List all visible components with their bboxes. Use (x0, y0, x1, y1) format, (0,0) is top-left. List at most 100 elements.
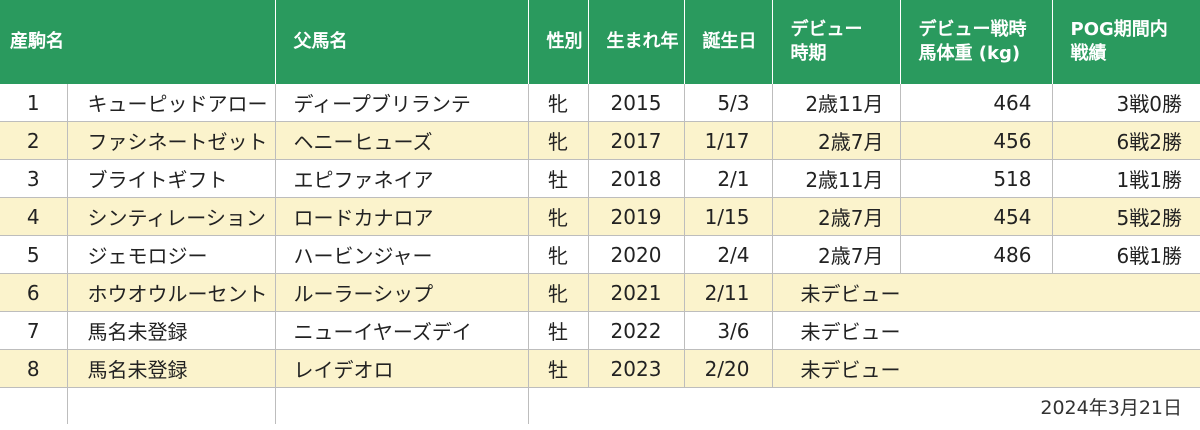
foal-name: ブライトギフト (67, 159, 276, 198)
sire-name: レイデオロ (275, 349, 529, 388)
pog-record: 5戦2勝 (1052, 197, 1200, 236)
row-number: 2 (0, 121, 68, 160)
row-number: 6 (0, 273, 68, 312)
debut-period: 2歳7月 (772, 235, 901, 274)
debut-weight: 518 (900, 159, 1053, 198)
header-sire-name: 父馬名 (275, 0, 529, 84)
empty-cell (275, 387, 529, 424)
row-number: 5 (0, 235, 68, 274)
header-pog-record-line1: POG期間内 (1070, 19, 1168, 40)
debut-status: 未デビュー (772, 273, 1200, 312)
debut-period: 2歳11月 (772, 159, 901, 198)
birth-year: 2019 (588, 197, 685, 236)
empty-cell (67, 387, 276, 424)
foal-name: 馬名未登録 (67, 349, 276, 388)
header-debut-period-line1: デビュー (790, 19, 863, 40)
pog-record: 6戦2勝 (1052, 121, 1200, 160)
table-row: 2 ファシネートゼット ヘニーヒューズ 牝 2017 1/17 2歳7月 456… (0, 121, 1200, 160)
birth-year: 2018 (588, 159, 685, 198)
foal-name: ファシネートゼット (67, 121, 276, 160)
birthday: 5/3 (684, 84, 773, 122)
table-row: 6 ホウオウルーセント ルーラーシップ 牝 2021 2/11 未デビュー (0, 273, 1200, 312)
sex: 牝 (528, 273, 589, 312)
sire-name: ディープブリランテ (275, 84, 529, 122)
pog-record: 3戦0勝 (1052, 84, 1200, 122)
table-row: 8 馬名未登録 レイデオロ 牡 2023 2/20 未デビュー (0, 349, 1200, 388)
birth-year: 2020 (588, 235, 685, 274)
sex: 牝 (528, 235, 589, 274)
birth-year: 2017 (588, 121, 685, 160)
update-date: 2024年3月21日 (1040, 396, 1182, 419)
foal-name: シンティレーション (67, 197, 276, 236)
sire-name: ロードカナロア (275, 197, 529, 236)
foal-name: キューピッドアロー (67, 84, 276, 122)
sex: 牡 (528, 349, 589, 388)
header-sex: 性別 (528, 0, 589, 84)
sex: 牡 (528, 159, 589, 198)
sire-name: ルーラーシップ (275, 273, 529, 312)
debut-period: 2歳7月 (772, 197, 901, 236)
sex: 牡 (528, 311, 589, 350)
header-debut-weight-line2: 馬体重 (kg) (918, 43, 1021, 64)
header-foal-name: 産駒名 (0, 0, 276, 84)
sex: 牝 (528, 121, 589, 160)
header-foal-name-text: 産駒名 (10, 31, 64, 52)
sire-name: ニューイヤーズデイ (275, 311, 529, 350)
row-number: 3 (0, 159, 68, 198)
debut-weight: 456 (900, 121, 1053, 160)
footer-row: 2024年3月21日 (0, 387, 1200, 424)
header-sex-text: 性別 (546, 31, 583, 52)
table-body: 1 キューピッドアロー ディープブリランテ 牝 2015 5/3 2歳11月 4… (0, 84, 1200, 424)
birthday: 2/20 (684, 349, 773, 388)
sire-name: ハービンジャー (275, 235, 529, 274)
birth-year: 2022 (588, 311, 685, 350)
header-birthday: 誕生日 (684, 0, 773, 84)
header-birth-year-text: 生まれ年 (606, 31, 679, 52)
debut-period: 2歳11月 (772, 84, 901, 122)
sex: 牝 (528, 197, 589, 236)
empty-cell (0, 387, 68, 424)
birthday: 1/15 (684, 197, 773, 236)
row-number: 1 (0, 84, 68, 122)
sex: 牝 (528, 84, 589, 122)
header-debut-period-line2: 時期 (790, 43, 827, 64)
birthday: 2/4 (684, 235, 773, 274)
birthday: 1/17 (684, 121, 773, 160)
row-number: 8 (0, 349, 68, 388)
debut-weight: 454 (900, 197, 1053, 236)
table-row: 1 キューピッドアロー ディープブリランテ 牝 2015 5/3 2歳11月 4… (0, 84, 1200, 122)
pog-record: 6戦1勝 (1052, 235, 1200, 274)
debut-status: 未デビュー (772, 311, 1200, 350)
header-birth-year: 生まれ年 (588, 0, 685, 84)
table-row: 7 馬名未登録 ニューイヤーズデイ 牡 2022 3/6 未デビュー (0, 311, 1200, 350)
debut-weight: 464 (900, 84, 1053, 122)
pog-record: 1戦1勝 (1052, 159, 1200, 198)
row-number: 7 (0, 311, 68, 350)
header-pog-record-line2: 戦績 (1070, 43, 1107, 64)
header-debut-weight: デビュー戦時 馬体重 (kg) (900, 0, 1053, 84)
table-row: 5 ジェモロジー ハービンジャー 牝 2020 2/4 2歳7月 486 6戦1… (0, 235, 1200, 274)
debut-weight: 486 (900, 235, 1053, 274)
sire-name: エピファネイア (275, 159, 529, 198)
table-row: 3 ブライトギフト エピファネイア 牡 2018 2/1 2歳11月 518 1… (0, 159, 1200, 198)
birthday: 3/6 (684, 311, 773, 350)
header-debut-weight-line1: デビュー戦時 (918, 19, 1027, 40)
birth-year: 2021 (588, 273, 685, 312)
header-sire-name-text: 父馬名 (293, 31, 348, 52)
birth-year: 2023 (588, 349, 685, 388)
header-debut-period: デビュー 時期 (772, 0, 901, 84)
foal-name: 馬名未登録 (67, 311, 276, 350)
table-row: 4 シンティレーション ロードカナロア 牝 2019 1/15 2歳7月 454… (0, 197, 1200, 236)
birthday: 2/11 (684, 273, 773, 312)
header-pog-record: POG期間内 戦績 (1052, 0, 1200, 84)
debut-status: 未デビュー (772, 349, 1200, 388)
row-number: 4 (0, 197, 68, 236)
foal-name: ジェモロジー (67, 235, 276, 274)
birth-year: 2015 (588, 84, 685, 122)
debut-period: 2歳7月 (772, 121, 901, 160)
birthday: 2/1 (684, 159, 773, 198)
header-birthday-text: 誕生日 (702, 31, 757, 52)
table-header: 産駒名 父馬名 性別 生まれ年 誕生日 デビュー 時期 デビュー戦時 馬体重 (… (0, 0, 1200, 84)
sire-name: ヘニーヒューズ (275, 121, 529, 160)
